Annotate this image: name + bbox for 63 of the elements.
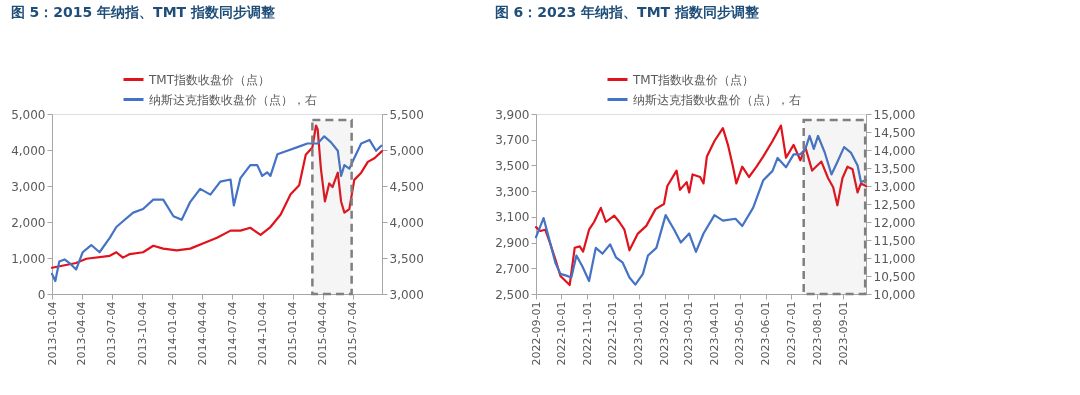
- y-tick-label: 2,700: [495, 261, 530, 276]
- y-tick-label: 3,100: [495, 210, 530, 225]
- y-tick-label: 3,900: [495, 107, 530, 122]
- y-tick-label: 3,500: [495, 158, 530, 173]
- x-tick-label: 2022-09-01: [529, 301, 543, 366]
- y-tick-label: 2,900: [495, 236, 530, 251]
- x-tick-label: 2022-10-01: [554, 301, 568, 366]
- x-tick-label: 2023-08-01: [810, 301, 824, 366]
- y-tick-label: 3,000: [11, 179, 46, 194]
- y2-tick-label: 5,000: [389, 143, 424, 158]
- legend-label: 纳斯达克指数收盘价（点），右: [633, 92, 801, 107]
- x-tick-label: 2023-05-01: [733, 301, 747, 366]
- y2-tick-label: 4,000: [389, 215, 424, 230]
- x-tick-label: 2014-10-04: [256, 301, 270, 366]
- y2-tick-label: 10,000: [873, 287, 916, 302]
- x-tick-label: 2023-06-01: [759, 301, 773, 366]
- y-tick-label: 3,700: [495, 133, 530, 148]
- y2-tick-label: 14,000: [873, 143, 916, 158]
- line-series: [50, 135, 383, 283]
- y2-tick-label: 3,500: [389, 251, 424, 266]
- x-tick-label: 2014-04-04: [195, 301, 209, 366]
- line-series: [50, 124, 384, 269]
- y-tick-label: 1,000: [11, 251, 46, 266]
- x-tick-label: 2023-07-01: [784, 301, 798, 366]
- chart-title: 图 5：2015 年纳指、TMT 指数同步调整: [10, 4, 277, 20]
- y2-tick-label: 10,500: [873, 269, 916, 284]
- y2-tick-label: 11,000: [873, 251, 916, 266]
- y-tick-label: 3,300: [495, 184, 530, 199]
- y2-tick-label: 13,500: [873, 161, 916, 176]
- x-tick-label: 2015-04-04: [316, 301, 330, 366]
- x-tick-label: 2015-07-04: [346, 301, 360, 366]
- x-tick-label: 2014-07-04: [225, 301, 239, 366]
- x-tick-label: 2014-01-04: [165, 301, 179, 366]
- y2-tick-label: 4,500: [389, 179, 424, 194]
- y-tick-label: 2,000: [11, 215, 46, 230]
- x-tick-label: 2023-01-01: [632, 301, 646, 366]
- x-tick-label: 2013-01-04: [45, 301, 59, 366]
- x-tick-label: 2023-04-01: [707, 301, 721, 366]
- x-tick-label: 2022-12-01: [606, 301, 620, 366]
- y2-tick-label: 12,500: [873, 197, 916, 212]
- x-tick-label: 2023-09-01: [836, 301, 850, 366]
- y2-tick-label: 13,000: [873, 179, 916, 194]
- x-tick-label: 2015-01-04: [286, 301, 300, 366]
- y-tick-label: 5,000: [11, 107, 46, 122]
- x-tick-label: 2013-04-04: [75, 301, 89, 366]
- chart-title: 图 6：2023 年纳指、TMT 指数同步调整: [494, 4, 761, 20]
- legend-label: 纳斯达克指数收盘价（点），右: [149, 92, 317, 107]
- y2-tick-label: 15,000: [873, 107, 916, 122]
- y-tick-label: 4,000: [11, 143, 46, 158]
- x-tick-label: 2023-03-01: [681, 301, 695, 366]
- y2-tick-label: 3,000: [389, 287, 424, 302]
- legend-label: TMT指数收盘价（点）: [632, 72, 755, 87]
- y2-tick-label: 12,000: [873, 215, 916, 230]
- x-tick-label: 2022-11-01: [580, 301, 594, 366]
- y-tick-label: 2,500: [495, 287, 530, 302]
- x-tick-label: 2013-10-04: [135, 301, 149, 366]
- x-tick-label: 2013-07-04: [105, 301, 119, 366]
- y2-tick-label: 5,500: [389, 107, 424, 122]
- y2-tick-label: 11,500: [873, 233, 916, 248]
- x-tick-label: 2023-02-01: [658, 301, 672, 366]
- y-tick-label: 0: [37, 287, 46, 302]
- legend-label: TMT指数收盘价（点）: [148, 72, 271, 87]
- y2-tick-label: 14,500: [873, 125, 916, 140]
